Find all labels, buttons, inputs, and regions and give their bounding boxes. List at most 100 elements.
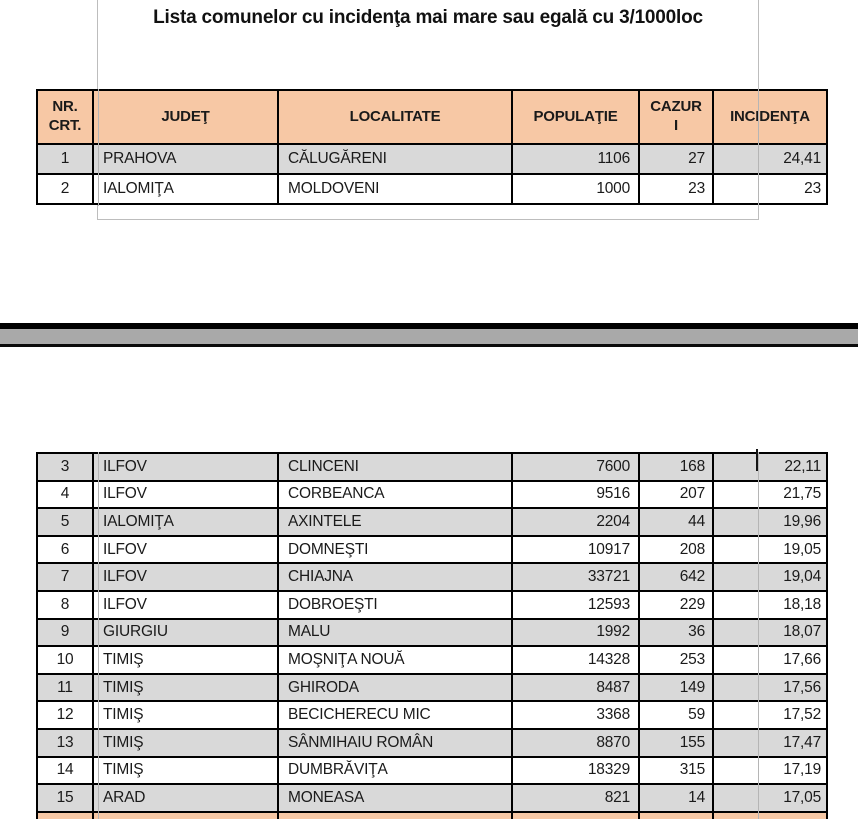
cell-judet[interactable]: ILFOV (92, 534, 279, 565)
cell-empty[interactable] (712, 810, 828, 819)
cell-localitate[interactable]: CHIAJNA (277, 562, 513, 592)
cell-nr[interactable]: 5 (36, 507, 94, 537)
cell-incidenta[interactable]: 17,47 (712, 727, 828, 758)
cell-localitate[interactable]: MOLDOVENI (277, 173, 513, 205)
cell-cazuri[interactable]: 168 (638, 452, 714, 482)
cell-nr[interactable]: 6 (36, 534, 94, 565)
cell-nr[interactable]: 9 (36, 617, 94, 648)
cell-empty[interactable] (92, 810, 279, 819)
cell-judet[interactable]: TIMIŞ (92, 672, 279, 703)
cell-judet[interactable]: ILFOV (92, 562, 279, 592)
cell-populatie[interactable]: 1106 (511, 143, 640, 175)
cell-nr[interactable]: 4 (36, 479, 94, 510)
cell-populatie[interactable]: 8870 (511, 727, 640, 758)
cell-populatie[interactable]: 18329 (511, 755, 640, 786)
cell-nr[interactable]: 1 (36, 143, 94, 175)
cell-judet[interactable]: ILFOV (92, 452, 279, 482)
cell-incidenta[interactable]: 17,52 (712, 700, 828, 730)
cell-incidenta[interactable]: 22,11 (712, 452, 828, 482)
cell-populatie[interactable]: 12593 (511, 589, 640, 620)
cell-localitate[interactable]: BECICHERECU MIC (277, 700, 513, 730)
cell-cazuri[interactable]: 229 (638, 589, 714, 620)
cell-cazuri[interactable]: 27 (638, 143, 714, 175)
cell-nr[interactable]: 2 (36, 173, 94, 205)
cell-nr[interactable]: 14 (36, 755, 94, 786)
cell-populatie[interactable]: 8487 (511, 672, 640, 703)
cell-cazuri[interactable]: 207 (638, 479, 714, 510)
cell-populatie[interactable]: 821 (511, 783, 640, 813)
cell-cazuri[interactable]: 149 (638, 672, 714, 703)
header-incidenta[interactable]: INCIDENŢA (712, 89, 828, 145)
cell-localitate[interactable]: MONEASA (277, 783, 513, 813)
cell-incidenta[interactable]: 21,75 (712, 479, 828, 510)
cell-nr[interactable]: 10 (36, 645, 94, 675)
cell-empty[interactable] (638, 810, 714, 819)
header-nr-crt[interactable]: NR. CRT. (36, 89, 94, 145)
cell-incidenta[interactable]: 19,96 (712, 507, 828, 537)
cell-populatie[interactable]: 2204 (511, 507, 640, 537)
cell-judet[interactable]: IALOMIŢA (92, 507, 279, 537)
cell-localitate[interactable]: DUMBRĂVIŢA (277, 755, 513, 786)
cell-populatie[interactable]: 10917 (511, 534, 640, 565)
cell-populatie[interactable]: 1992 (511, 617, 640, 648)
cell-cazuri[interactable]: 208 (638, 534, 714, 565)
cell-judet[interactable]: GIURGIU (92, 617, 279, 648)
cell-localitate[interactable]: DOMNEŞTI (277, 534, 513, 565)
cell-cazuri[interactable]: 14 (638, 783, 714, 813)
cell-populatie[interactable]: 33721 (511, 562, 640, 592)
cell-populatie[interactable]: 3368 (511, 700, 640, 730)
cell-judet[interactable]: TIMIŞ (92, 755, 279, 786)
header-cazuri[interactable]: CAZUR I (638, 89, 714, 145)
cell-incidenta[interactable]: 19,04 (712, 562, 828, 592)
cell-empty[interactable] (36, 810, 94, 819)
cell-empty[interactable] (277, 810, 513, 819)
cell-localitate[interactable]: GHIRODA (277, 672, 513, 703)
cell-populatie[interactable]: 7600 (511, 452, 640, 482)
cell-localitate[interactable]: AXINTELE (277, 507, 513, 537)
cell-nr[interactable]: 11 (36, 672, 94, 703)
header-populatie[interactable]: POPULAŢIE (511, 89, 640, 145)
cell-localitate[interactable]: MOŞNIŢA NOUĂ (277, 645, 513, 675)
cell-incidenta[interactable]: 17,19 (712, 755, 828, 786)
cell-localitate[interactable]: SÂNMIHAIU ROMÂN (277, 727, 513, 758)
cell-cazuri[interactable]: 36 (638, 617, 714, 648)
cell-empty[interactable] (511, 810, 640, 819)
cell-localitate[interactable]: CĂLUGĂRENI (277, 143, 513, 175)
header-judet[interactable]: JUDEŢ (92, 89, 279, 145)
cell-judet[interactable]: TIMIŞ (92, 645, 279, 675)
cell-nr[interactable]: 3 (36, 452, 94, 482)
cell-incidenta[interactable]: 18,07 (712, 617, 828, 648)
cell-cazuri[interactable]: 642 (638, 562, 714, 592)
cell-judet[interactable]: ILFOV (92, 589, 279, 620)
cell-judet[interactable]: ARAD (92, 783, 279, 813)
cell-nr[interactable]: 15 (36, 783, 94, 813)
cell-populatie[interactable]: 1000 (511, 173, 640, 205)
cell-incidenta[interactable]: 17,66 (712, 645, 828, 675)
cell-incidenta[interactable]: 17,56 (712, 672, 828, 703)
cell-judet[interactable]: PRAHOVA (92, 143, 279, 175)
cell-nr[interactable]: 7 (36, 562, 94, 592)
cell-judet[interactable]: IALOMIŢA (92, 173, 279, 205)
cell-nr[interactable]: 8 (36, 589, 94, 620)
cell-incidenta[interactable]: 24,41 (712, 143, 828, 175)
cell-localitate[interactable]: CLINCENI (277, 452, 513, 482)
cell-incidenta[interactable]: 17,05 (712, 783, 828, 813)
cell-populatie[interactable]: 14328 (511, 645, 640, 675)
cell-populatie[interactable]: 9516 (511, 479, 640, 510)
cell-nr[interactable]: 12 (36, 700, 94, 730)
cell-localitate[interactable]: MALU (277, 617, 513, 648)
cell-localitate[interactable]: CORBEANCA (277, 479, 513, 510)
cell-incidenta[interactable]: 23 (712, 173, 828, 205)
cell-nr[interactable]: 13 (36, 727, 94, 758)
cell-cazuri[interactable]: 23 (638, 173, 714, 205)
cell-localitate[interactable]: DOBROEŞTI (277, 589, 513, 620)
cell-judet[interactable]: TIMIŞ (92, 700, 279, 730)
cell-cazuri[interactable]: 315 (638, 755, 714, 786)
cell-judet[interactable]: TIMIŞ (92, 727, 279, 758)
cell-judet[interactable]: ILFOV (92, 479, 279, 510)
cell-cazuri[interactable]: 59 (638, 700, 714, 730)
cell-incidenta[interactable]: 18,18 (712, 589, 828, 620)
cell-incidenta[interactable]: 19,05 (712, 534, 828, 565)
cell-cazuri[interactable]: 44 (638, 507, 714, 537)
cell-cazuri[interactable]: 253 (638, 645, 714, 675)
